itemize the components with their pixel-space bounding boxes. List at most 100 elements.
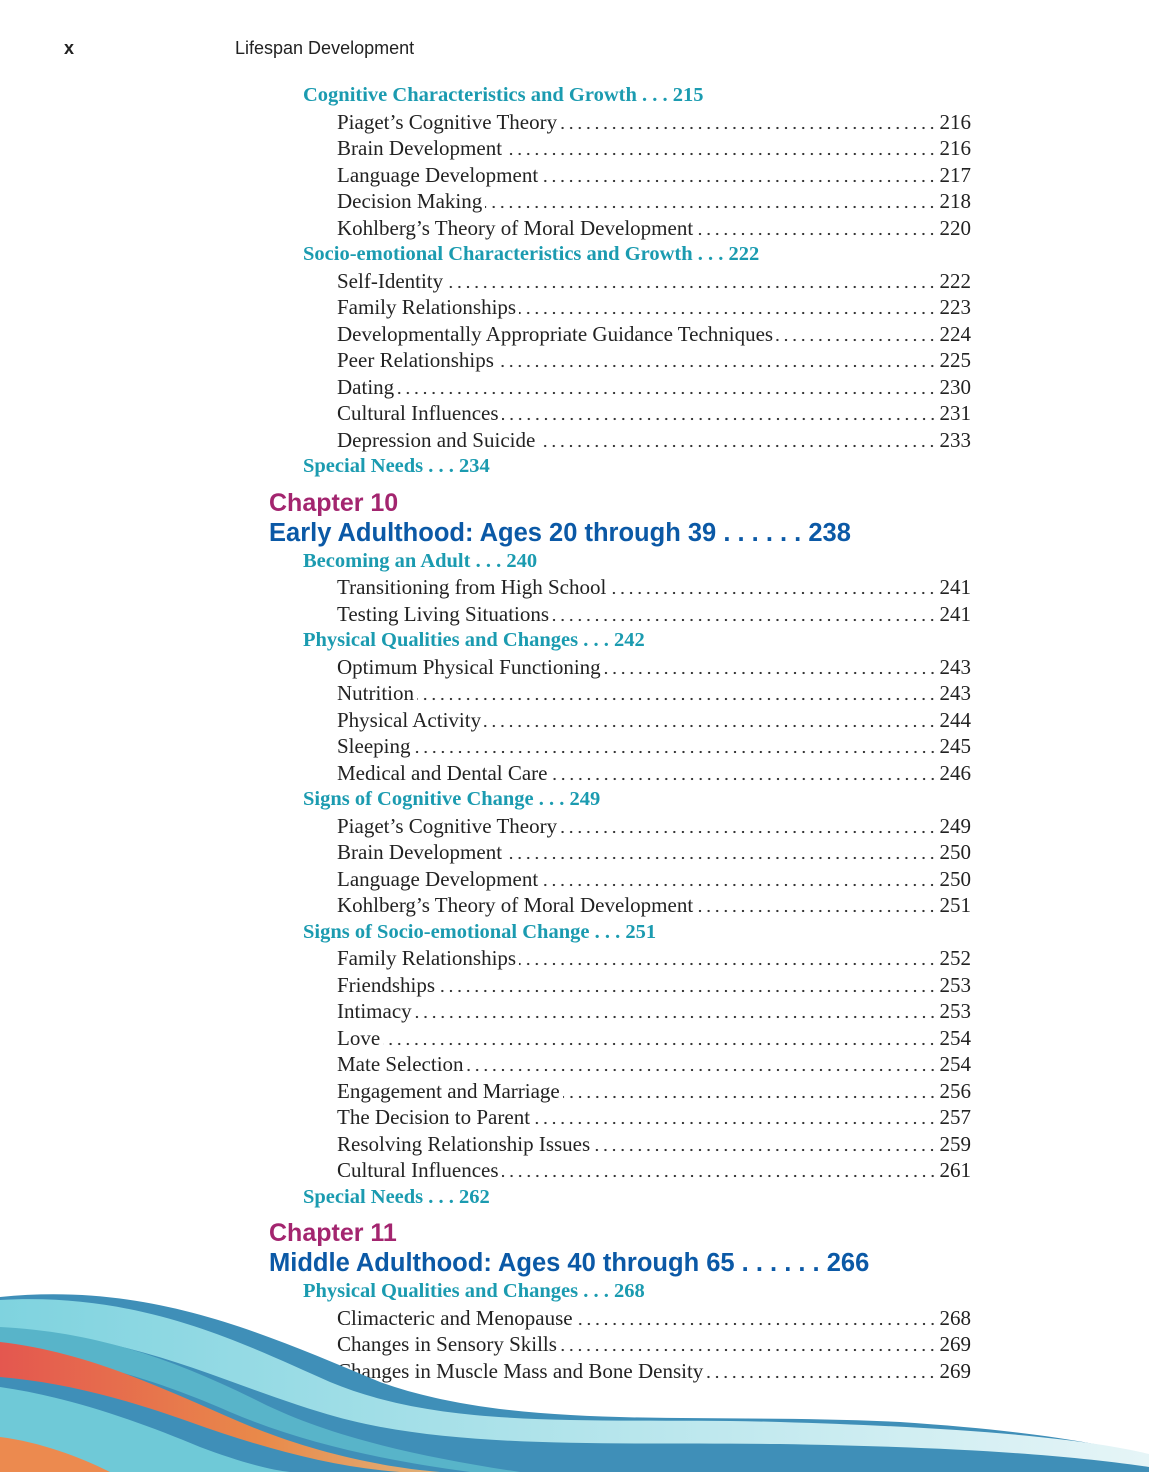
entry-page: 218: [939, 189, 972, 213]
entry-title: Changes in Sensory Skills: [337, 1332, 557, 1356]
dot-leader: [575, 1304, 937, 1331]
entry-title: Nutrition: [337, 681, 414, 705]
entry-page: 269: [939, 1332, 972, 1356]
entry-title: Kohlberg’s Theory of Moral Development: [337, 215, 694, 240]
dot-leader: [562, 1077, 937, 1104]
chapter-title: Middle Adulthood: Ages 40 through 65 . .…: [269, 1249, 870, 1277]
toc-entry: Kohlberg’s Theory of Moral Development 22…: [337, 214, 972, 241]
entry-page: 249: [939, 813, 972, 838]
toc-entry: Dating 230: [337, 373, 972, 400]
toc-entry: Testing Living Situations 241: [337, 600, 971, 627]
entry-page: 252: [939, 946, 972, 970]
toc-entry: Mate Selection 254: [337, 1051, 971, 1078]
entry-page: 233: [939, 427, 972, 452]
entry-page: 253: [939, 999, 972, 1023]
entry-title: Medical and Dental Care: [337, 760, 548, 785]
section-heading: Signs of Socio-emotional Change . . . 25…: [303, 920, 657, 943]
toc-entry: Family Relationships 223: [337, 294, 971, 321]
entry-page: 250: [939, 840, 972, 864]
running-header: Lifespan Development: [235, 38, 415, 58]
entry-title: Family Relationships: [337, 295, 517, 319]
dot-leader: [533, 1104, 937, 1131]
dot-leader: [603, 653, 937, 680]
toc-entry: Friendships 253: [337, 971, 972, 998]
toc-entry: Sleeping 245: [337, 733, 971, 760]
dot-leader: [541, 865, 937, 892]
entry-page: 222: [939, 268, 972, 293]
dot-leader: [696, 214, 937, 241]
entry-page: 257: [939, 1105, 972, 1129]
entry-title: Brain Development: [337, 136, 503, 160]
dot-leader: [593, 1130, 937, 1157]
entry-title: Family Relationships: [337, 946, 517, 970]
entry-page: 216: [939, 109, 972, 134]
dot-leader: [413, 733, 937, 760]
toc-entry: Language Development 250: [337, 865, 972, 892]
toc-entry: Climacteric and Menopause 268: [337, 1304, 971, 1331]
entry-title: Cultural Influences: [337, 1158, 499, 1182]
entry-title: Love: [337, 1025, 381, 1050]
entry-title: Kohlberg’s Theory of Moral Development: [337, 893, 694, 917]
entry-title: Cultural Influences: [337, 401, 499, 425]
entry-page: 269: [939, 1358, 972, 1383]
entry-title: Piaget’s Cognitive Theory: [337, 109, 558, 134]
section-heading: Special Needs . . . 262: [303, 1185, 490, 1208]
entry-page: 231: [939, 401, 972, 425]
entry-title: Sleeping: [337, 734, 411, 758]
dot-leader: [484, 706, 937, 733]
entry-page: 217: [939, 162, 972, 187]
entry-page: 259: [939, 1131, 972, 1156]
toc-entry: Depression and Suicide 233: [337, 426, 972, 453]
dot-leader: [519, 294, 937, 321]
dot-leader: [541, 161, 937, 188]
entry-page: 244: [939, 707, 972, 732]
section-heading: Physical Qualities and Changes . . . 242: [303, 629, 645, 651]
entry-title: Developmentally Appropriate Guidance Tec…: [337, 321, 774, 346]
entry-title: Language Development: [337, 866, 539, 891]
entry-title: Piaget’s Cognitive Theory: [337, 813, 558, 838]
page-number: x: [64, 38, 75, 58]
entry-page: 251: [939, 893, 972, 917]
toc-entry: Changes in Sensory Skills 269: [337, 1331, 971, 1358]
entry-page: 241: [939, 575, 972, 599]
section-heading: Becoming an Adult . . . 240: [303, 549, 538, 572]
dot-leader: [776, 320, 937, 347]
toc-entry: Changes in Muscle Mass and Bone Density 2…: [337, 1357, 972, 1384]
dot-leader: [414, 998, 937, 1025]
toc-entry: Developmentally Appropriate Guidance Tec…: [337, 320, 972, 347]
entry-page: 220: [939, 215, 972, 240]
toc-entry: Language Development 217: [337, 161, 972, 188]
toc-entry: Physical Activity 244: [337, 706, 972, 733]
dot-leader: [501, 1157, 937, 1184]
toc-entry: Intimacy 253: [337, 998, 971, 1025]
dot-leader: [438, 971, 937, 998]
toc-entry: Medical and Dental Care 246: [337, 759, 971, 786]
entry-page: 224: [939, 321, 972, 346]
dot-leader: [550, 759, 937, 786]
toc-entry: Love 254: [337, 1024, 972, 1051]
entry-title: Physical Activity: [337, 707, 482, 732]
entry-page: 230: [939, 374, 972, 399]
toc-entry: Engagement and Marriage 256: [337, 1077, 971, 1104]
toc-entry: Self-Identity 222: [337, 267, 972, 294]
entry-page: 253: [939, 972, 972, 997]
dot-leader: [538, 426, 937, 453]
dot-leader: [519, 945, 937, 972]
dot-leader: [560, 108, 937, 135]
toc-entry: Kohlberg’s Theory of Moral Development 25…: [337, 892, 971, 919]
entry-page: 250: [939, 866, 972, 891]
dot-leader: [485, 188, 937, 215]
entry-title: Language Development: [337, 162, 539, 187]
entry-title: Climacteric and Menopause: [337, 1305, 573, 1330]
toc-entry: Cultural Influences 261: [337, 1157, 971, 1184]
toc-entry: Cultural Influences 231: [337, 400, 971, 427]
entry-title: Dating: [337, 374, 395, 399]
entry-page: 243: [939, 681, 972, 705]
entry-page: 254: [939, 1025, 972, 1050]
dot-leader: [706, 1357, 937, 1384]
toc-entry: Resolving Relationship Issues 259: [337, 1130, 972, 1157]
toc-entry: The Decision to Parent 257: [337, 1104, 971, 1131]
toc-entry: Decision Making 218: [337, 188, 971, 215]
entry-page: 261: [939, 1158, 972, 1182]
entry-title: Self-Identity: [337, 268, 444, 293]
